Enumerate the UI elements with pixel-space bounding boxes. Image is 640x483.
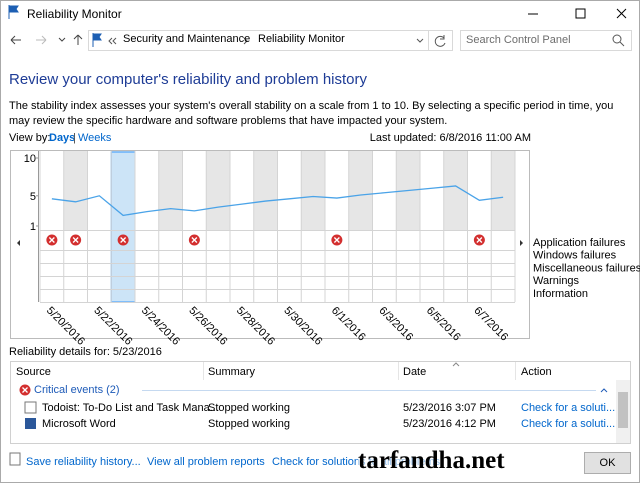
failure-x xyxy=(48,237,55,243)
column-shade xyxy=(301,151,325,230)
failure-icon[interactable] xyxy=(70,234,82,246)
col-header[interactable]: Source xyxy=(16,366,51,378)
column-shade xyxy=(253,151,278,230)
sort-arrow xyxy=(452,362,460,367)
action-link[interactable]: Check for a soluti... xyxy=(521,402,616,414)
scroll-right[interactable] xyxy=(520,240,523,246)
failure-icon[interactable] xyxy=(46,234,58,246)
details-border xyxy=(10,361,631,444)
failure-x xyxy=(476,237,483,243)
details-title: Reliability details for: 5/23/2016 xyxy=(9,346,162,358)
column-shade xyxy=(443,151,468,230)
search-icon-handle xyxy=(619,41,625,47)
watermark: tarfandha.net xyxy=(358,447,505,475)
footer-link[interactable]: View all problem reports xyxy=(147,456,265,468)
window-title: Reliability Monitor xyxy=(27,7,122,21)
app-icon xyxy=(24,401,37,414)
dropdown[interactable] xyxy=(416,38,424,43)
failure-icon[interactable] xyxy=(331,234,343,246)
column-shade xyxy=(63,151,88,230)
up[interactable] xyxy=(73,34,83,45)
col-header[interactable]: Action xyxy=(521,366,552,378)
action-link[interactable]: Check for a soluti... xyxy=(521,418,616,430)
description: The stability index assesses your system… xyxy=(9,100,614,127)
col-header[interactable]: Summary xyxy=(208,366,256,378)
ok-button[interactable] xyxy=(584,452,631,474)
row-label: Information xyxy=(533,288,588,300)
cell[interactable]: 5/23/2016 3:07 PM xyxy=(403,402,496,414)
address-icon xyxy=(92,33,102,47)
cell[interactable]: Microsoft Word xyxy=(42,418,116,430)
footer-link[interactable]: Save reliability history... xyxy=(26,456,141,468)
failure-x xyxy=(191,237,198,243)
y-tick-label: 10 xyxy=(24,153,36,165)
failure-icon[interactable] xyxy=(117,234,129,246)
y-tick-label: 5 xyxy=(30,191,36,203)
last-updated: Last updated: 6/8/2016 11:00 AM xyxy=(369,132,531,144)
view-days[interactable]: Days xyxy=(49,132,75,144)
scroll-thumb[interactable] xyxy=(618,392,628,428)
cell[interactable]: Todoist: To-Do List and Task Mana... xyxy=(42,402,219,414)
separator xyxy=(243,37,248,45)
view-weeks[interactable]: Weeks xyxy=(78,132,112,144)
critical-x xyxy=(22,387,28,393)
column-shade xyxy=(348,151,373,230)
view-by-label: View by: xyxy=(9,132,51,144)
column-shade xyxy=(491,151,515,230)
save-icon xyxy=(9,452,21,466)
heading: Review your computer's reliability and p… xyxy=(9,71,368,88)
collapse[interactable] xyxy=(600,388,608,393)
group-title[interactable]: Critical events (2) xyxy=(34,384,120,396)
failure-x xyxy=(333,237,340,243)
row-label: Warnings xyxy=(533,275,580,287)
app-icon xyxy=(8,5,19,19)
maximize[interactable] xyxy=(575,8,586,19)
y-tick-label: 1 xyxy=(30,221,36,233)
failure-icon[interactable] xyxy=(473,234,485,246)
search-box[interactable] xyxy=(460,30,632,51)
view-separator: | xyxy=(73,132,76,144)
failure-x xyxy=(72,237,79,243)
col-header[interactable]: Date xyxy=(403,366,427,378)
refresh[interactable] xyxy=(434,35,446,47)
address-box[interactable] xyxy=(88,30,453,51)
cell[interactable]: Stopped working xyxy=(208,418,290,430)
scroll-left[interactable] xyxy=(17,240,20,246)
recent[interactable] xyxy=(58,37,66,42)
back[interactable] xyxy=(10,35,21,45)
word-icon xyxy=(25,418,36,429)
failure-icon[interactable] xyxy=(188,234,200,246)
breadcrumb[interactable]: Security and Maintenance xyxy=(123,33,251,45)
ok-label[interactable]: OK xyxy=(599,457,616,469)
row-label: Application failures xyxy=(533,237,626,249)
column-shade xyxy=(158,151,183,230)
breadcrumb[interactable]: Reliability Monitor xyxy=(258,33,345,45)
days[interactable]: Days xyxy=(49,132,76,144)
search-icon[interactable] xyxy=(612,34,622,44)
chevrons xyxy=(108,37,117,45)
failure-x xyxy=(120,237,127,243)
cell[interactable]: 5/23/2016 4:12 PM xyxy=(403,418,496,430)
stability-line xyxy=(51,185,504,217)
row-label: Miscellaneous failures xyxy=(533,262,640,274)
search-placeholder[interactable]: Search Control Panel xyxy=(466,34,571,46)
forward[interactable] xyxy=(36,35,47,45)
cell[interactable]: Stopped working xyxy=(208,402,290,414)
row-label: Windows failures xyxy=(533,250,617,262)
column-shade xyxy=(206,151,230,230)
close[interactable] xyxy=(616,8,627,19)
